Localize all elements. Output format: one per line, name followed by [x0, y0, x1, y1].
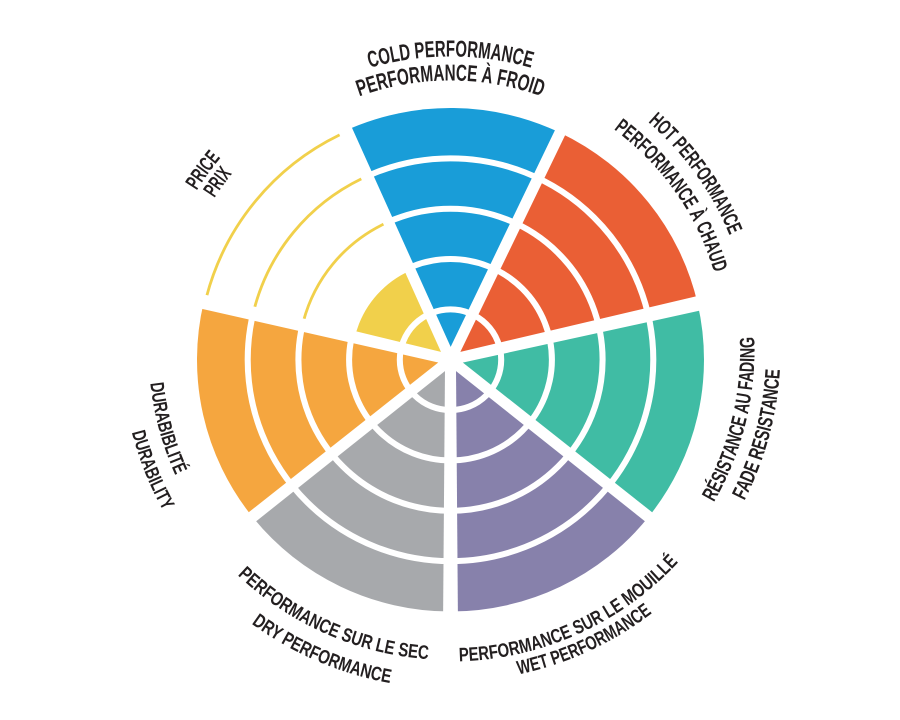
svg-text:N: N [758, 387, 782, 401]
svg-text:N: N [736, 348, 759, 359]
svg-text:R: R [466, 37, 479, 64]
svg-text:I: I [526, 72, 538, 98]
svg-text:C: C [760, 377, 784, 390]
svg-text:O: O [455, 36, 468, 62]
svg-text:I: I [736, 358, 760, 363]
svg-text:D: D [397, 39, 412, 66]
svg-text:A: A [757, 397, 782, 411]
svg-text:C: C [455, 60, 467, 86]
svg-text:A: A [734, 370, 758, 382]
svg-text:N: N [499, 41, 515, 69]
svg-text:A: A [433, 60, 445, 86]
svg-text:F: F [487, 640, 499, 664]
svg-text:E: E [761, 368, 785, 379]
svg-text:U: U [731, 391, 756, 405]
svg-text:N: N [445, 60, 456, 86]
svg-text:M: M [516, 633, 534, 658]
svg-text:W: W [515, 655, 534, 679]
svg-text:I: I [752, 424, 775, 434]
svg-text:O: O [496, 638, 511, 662]
svg-text:U: U [147, 391, 170, 405]
svg-text:S: S [397, 638, 410, 662]
svg-text:I: I [163, 449, 185, 460]
svg-text:R: R [434, 36, 446, 62]
svg-text:R: R [407, 62, 421, 89]
svg-text:A: A [489, 39, 504, 66]
svg-text:D: D [146, 381, 169, 394]
svg-text:R: R [477, 641, 491, 665]
svg-text:D: D [735, 361, 759, 373]
svg-text:I: I [156, 428, 178, 438]
svg-text:E: E [424, 37, 436, 64]
svg-text:P: P [413, 37, 426, 64]
svg-text:F: F [733, 380, 757, 391]
svg-text:E: E [468, 642, 480, 665]
svg-text:R: R [506, 636, 522, 660]
svg-text:A: A [729, 401, 754, 416]
svg-text:E: E [407, 639, 420, 662]
svg-text:E: E [466, 61, 478, 88]
svg-text:O: O [376, 43, 393, 71]
svg-text:R: R [149, 400, 172, 414]
svg-text:O: O [395, 64, 411, 92]
svg-text:F: F [446, 36, 455, 62]
svg-text:M: M [419, 61, 434, 88]
svg-text:E: E [379, 664, 393, 688]
svg-text:C: C [417, 640, 430, 663]
svg-text:M: M [477, 38, 492, 65]
svg-text:A: A [151, 410, 174, 425]
svg-text:G: G [736, 337, 760, 349]
svg-text:À: À [480, 61, 495, 89]
svg-text:T: T [755, 406, 779, 419]
svg-text:E: E [383, 635, 397, 659]
svg-text:P: P [458, 643, 469, 666]
